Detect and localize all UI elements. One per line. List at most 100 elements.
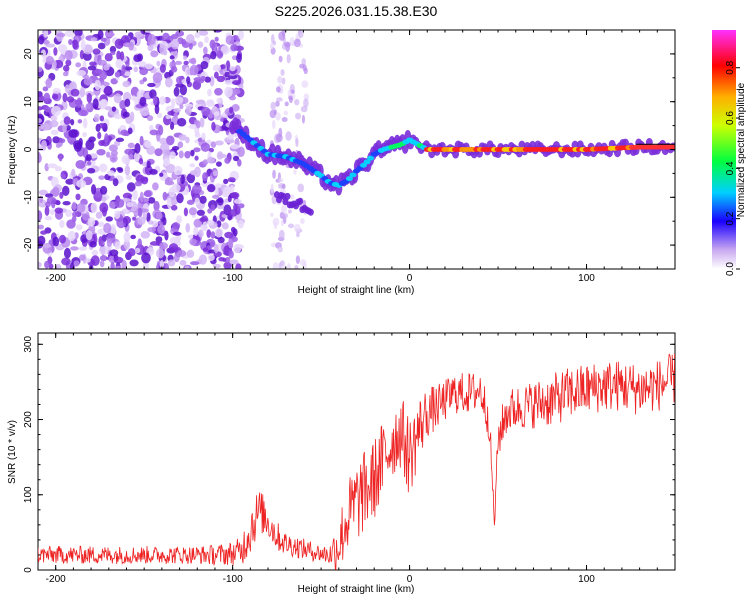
ridge-branch-cell: [297, 197, 304, 205]
heatmap-noise-cell: [101, 196, 107, 202]
heatmap-noise-cell: [75, 224, 83, 231]
heatmap-noise-cell: [42, 243, 52, 249]
heatmap-noise-cell: [143, 30, 154, 33]
heatmap-noise-cell: [166, 135, 175, 146]
heatmap-noise-cell: [180, 174, 185, 185]
heatmap-noise-cell: [98, 122, 106, 129]
heatmap-noise-cell: [82, 118, 88, 129]
x-tick-label: 0: [407, 574, 413, 585]
heatmap-noise-cell: [176, 215, 183, 224]
heatmap-noise-cell: [214, 87, 223, 96]
heatmap-noise-cell: [156, 60, 161, 67]
heatmap-noise-cell: [82, 132, 88, 138]
heatmap-noise-cell: [159, 242, 168, 250]
heatmap-noise-cell: [153, 200, 160, 212]
heatmap-noise-cell: [283, 213, 289, 219]
heatmap-noise-cell: [99, 115, 105, 122]
heatmap-noise-cell: [193, 147, 201, 153]
y-tick-label: 0: [23, 146, 34, 152]
heatmap-noise-cell: [147, 226, 157, 233]
heatmap-noise-cell: [159, 43, 167, 55]
heatmap-noise-cell: [188, 42, 193, 50]
heatmap-noise-cell: [123, 239, 130, 250]
heatmap-noise-cell: [99, 260, 105, 268]
heatmap-noise-cell: [220, 45, 230, 55]
heatmap-noise-cell: [238, 203, 245, 209]
heatmap-noise-cell: [284, 101, 289, 107]
heatmap-noise-cell: [50, 176, 59, 188]
heatmap-noise-cell: [97, 30, 104, 40]
heatmap-noise-cell: [230, 44, 238, 52]
heatmap-noise-cell: [178, 134, 187, 141]
heatmap-noise-cell: [43, 30, 49, 38]
heatmap-noise-cell: [193, 226, 199, 237]
heatmap-noise-cell: [170, 33, 179, 40]
heatmap-noise-cell: [85, 230, 93, 241]
heatmap-noise-cell: [184, 265, 190, 269]
heatmap-noise-cell: [233, 199, 242, 204]
heatmap-noise-cell: [119, 99, 127, 110]
heatmap-noise-cell: [127, 248, 136, 257]
heatmap-noise-cell: [88, 136, 96, 143]
heatmap-noise-cell: [63, 247, 71, 259]
heatmap-noise-cell: [128, 41, 134, 51]
heatmap-noise-cell: [217, 153, 227, 159]
heatmap-noise-cell: [99, 185, 108, 195]
heatmap-noise-cell: [38, 210, 43, 222]
heatmap-noise-cell: [200, 75, 206, 82]
heatmap-noise-cell: [103, 88, 112, 95]
heatmap-noise-cell: [214, 186, 219, 197]
heatmap-noise-cell: [62, 65, 70, 72]
heatmap-noise-cell: [123, 71, 131, 77]
heatmap-noise-cell: [90, 37, 98, 42]
heatmap-noise-cell: [213, 243, 219, 254]
heatmap-noise-cell: [138, 157, 144, 165]
heatmap-noise-cell: [157, 224, 166, 235]
heatmap-noise-cell: [281, 204, 287, 214]
heatmap-noise-cell: [44, 260, 50, 269]
heatmap-noise-cell: [294, 98, 300, 106]
heatmap-noise-cell: [229, 65, 236, 72]
heatmap-noise-cell: [287, 223, 295, 229]
heatmap-noise-cell: [231, 80, 241, 86]
heatmap-noise-cell: [70, 246, 79, 251]
heatmap-noise-cell: [195, 99, 206, 105]
heatmap-noise-cell: [77, 119, 83, 124]
colorbar-tick-label: 0.8: [725, 60, 736, 74]
ridge-branch-cell: [284, 192, 291, 200]
heatmap-noise-cell: [40, 123, 51, 131]
heatmap-noise-cell: [198, 229, 204, 238]
heatmap-noise-cell: [285, 131, 292, 141]
heatmap-noise-cell: [113, 93, 122, 104]
heatmap-noise-cell: [207, 88, 212, 97]
heatmap-noise-cell: [177, 249, 187, 257]
heatmap-noise-cell: [113, 113, 123, 120]
heatmap-noise-cell: [67, 230, 76, 242]
heatmap-noise-cell: [182, 55, 188, 61]
heatmap-noise-cell: [53, 47, 58, 56]
colorbar-tick-label: 0.0: [725, 262, 736, 276]
heatmap-noise-cell: [210, 204, 216, 211]
ridge-core-cell: [671, 144, 675, 150]
heatmap-noise-cell: [137, 238, 143, 250]
heatmap-noise-cell: [50, 129, 59, 136]
heatmap-noise-cell: [216, 220, 222, 228]
heatmap-noise-cell: [238, 83, 244, 90]
heatmap-noise-cell: [59, 191, 64, 199]
heatmap-noise-cell: [276, 86, 281, 93]
colorbar-label: Normalized spectral amplitude: [736, 82, 747, 217]
heatmap-noise-cell: [172, 145, 180, 151]
heatmap-noise-cell: [176, 193, 184, 204]
heatmap-noise-cell: [38, 189, 48, 196]
spectrogram-ylabel: Frequency (Hz): [7, 116, 18, 185]
heatmap-noise-cell: [121, 197, 131, 203]
heatmap-noise-cell: [204, 36, 209, 44]
heatmap-noise-cell: [179, 259, 187, 266]
snr-frame: [37, 332, 676, 571]
heatmap-noise-cell: [104, 106, 112, 111]
heatmap-noise-cell: [163, 263, 170, 269]
heatmap-noise-cell: [40, 230, 48, 235]
heatmap-noise-cell: [38, 35, 45, 45]
heatmap-noise-cell: [93, 113, 100, 123]
heatmap-noise-cell: [71, 201, 77, 211]
